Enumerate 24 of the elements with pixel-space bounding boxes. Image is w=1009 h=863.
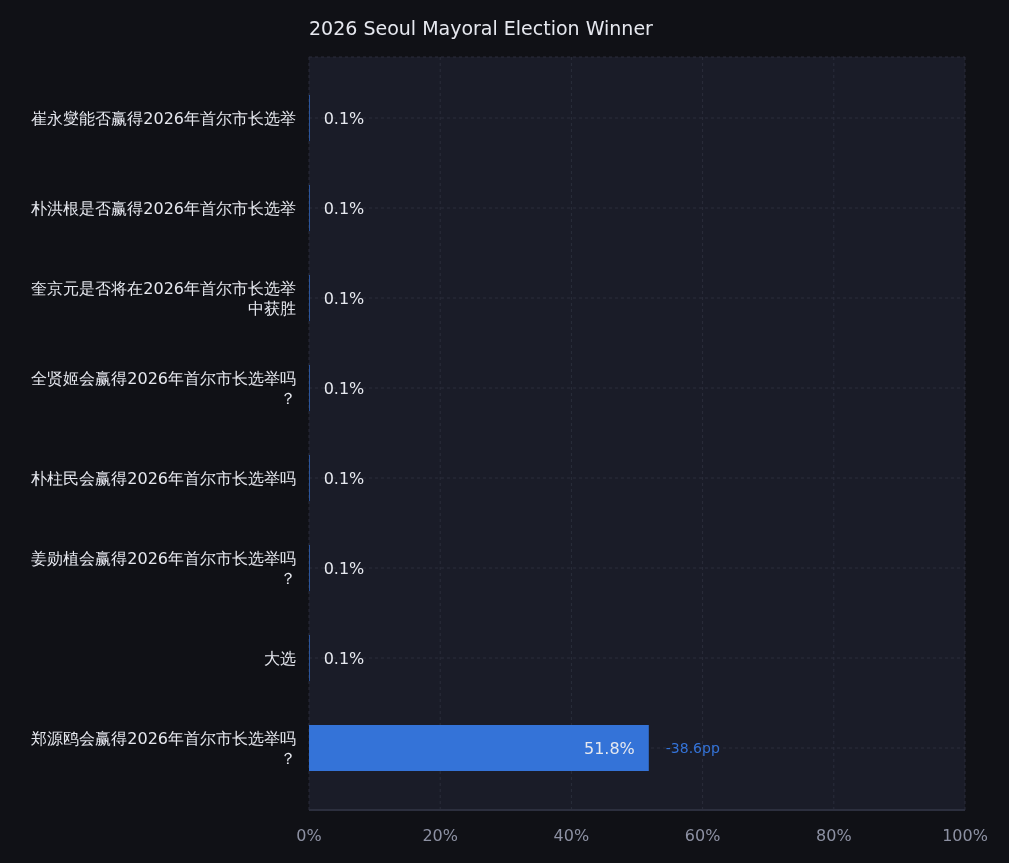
data-label: 0.1% — [323, 378, 365, 398]
x-tick-label: 20% — [422, 826, 458, 846]
y-tick-label: 朴柱民会赢得2026年首尔市长选举吗 — [30, 468, 296, 488]
y-tick-label: 姜勋植会赢得2026年首尔市长选举吗？ — [31, 548, 296, 588]
y-tick-label: 朴洪根是否赢得2026年首尔市长选举 — [30, 198, 296, 218]
x-tick-label: 100% — [942, 826, 988, 846]
x-tick-label: 0% — [296, 826, 322, 846]
data-label: 51.8% — [583, 738, 635, 758]
data-label: 0.1% — [323, 288, 365, 308]
data-label: 0.1% — [323, 108, 365, 128]
x-tick-label: 60% — [684, 826, 721, 846]
y-tick-label: 奎京元是否将在2026年首尔市长选举中获胜 — [31, 278, 296, 318]
x-tick-label: 80% — [816, 826, 852, 846]
x-tick-label: 40% — [553, 826, 590, 846]
chart-title: 2026 Seoul Mayoral Election Winner — [309, 17, 653, 39]
y-tick-label: 郑源鸥会赢得2026年首尔市长选举吗？ — [31, 728, 296, 768]
data-label: 0.1% — [323, 468, 365, 488]
y-tick-label: 大选 — [264, 648, 296, 668]
data-label: 0.1% — [323, 198, 365, 218]
y-tick-label: 全贤姬会赢得2026年首尔市长选举吗？ — [31, 368, 296, 408]
y-tick-label: 崔永燮能否赢得2026年首尔市长选举 — [31, 108, 296, 128]
data-label: 0.1% — [323, 558, 365, 578]
annotation: -38.6pp — [665, 739, 720, 756]
data-label: 0.1% — [323, 648, 365, 668]
